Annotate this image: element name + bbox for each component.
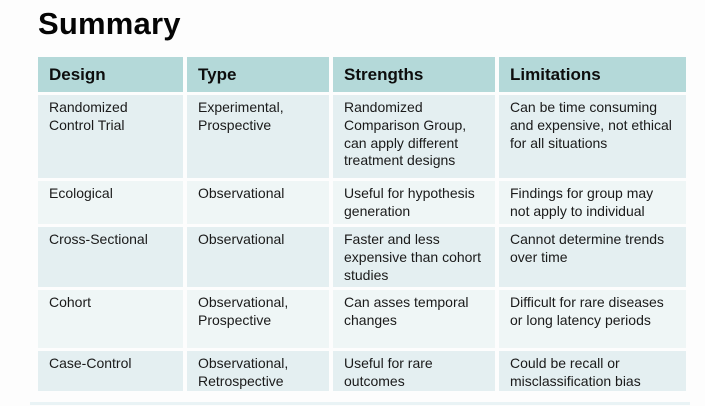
cell-limitations: Can be time consuming and expensive, not… bbox=[499, 95, 686, 178]
cell-type: Observational bbox=[187, 181, 329, 224]
table-row: Randomized Control Trial Experimental, P… bbox=[38, 95, 686, 178]
cell-design: Case-Control bbox=[38, 351, 183, 391]
table-row: Case-Control Observational, Retrospectiv… bbox=[38, 351, 686, 391]
table-row: Ecological Observational Useful for hypo… bbox=[38, 181, 686, 224]
cell-design: Ecological bbox=[38, 181, 183, 224]
table-row: Cross-Sectional Observational Faster and… bbox=[38, 227, 686, 287]
cell-type: Experimental, Prospective bbox=[187, 95, 329, 178]
cell-design: Cohort bbox=[38, 290, 183, 348]
column-header-type: Type bbox=[187, 57, 329, 92]
table-header-row: Design Type Strengths Limitations bbox=[38, 57, 686, 92]
page-title: Summary bbox=[38, 6, 181, 41]
cell-design: Randomized Control Trial bbox=[38, 95, 183, 178]
cell-limitations: Cannot determine trends over time bbox=[499, 227, 686, 287]
cell-limitations: Findings for group may not apply to indi… bbox=[499, 181, 686, 224]
cell-type: Observational bbox=[187, 227, 329, 287]
summary-table: Design Type Strengths Limitations Random… bbox=[38, 57, 686, 394]
cell-strengths: Faster and less expensive than cohort st… bbox=[333, 227, 495, 287]
cell-limitations: Difficult for rare diseases or long late… bbox=[499, 290, 686, 348]
cell-strengths: Randomized Comparison Group, can apply d… bbox=[333, 95, 495, 178]
cell-strengths: Useful for rare outcomes bbox=[333, 351, 495, 391]
column-header-design: Design bbox=[38, 57, 183, 92]
cell-design: Cross-Sectional bbox=[38, 227, 183, 287]
bottom-edge-divider bbox=[30, 402, 690, 405]
cell-strengths: Can asses temporal changes bbox=[333, 290, 495, 348]
column-header-limitations: Limitations bbox=[499, 57, 686, 92]
column-header-strengths: Strengths bbox=[333, 57, 495, 92]
cell-strengths: Useful for hypothesis generation bbox=[333, 181, 495, 224]
table-row: Cohort Observational, Prospective Can as… bbox=[38, 290, 686, 348]
cell-type: Observational, Prospective bbox=[187, 290, 329, 348]
cell-type: Observational, Retrospective bbox=[187, 351, 329, 391]
cell-limitations: Could be recall or misclassification bia… bbox=[499, 351, 686, 391]
